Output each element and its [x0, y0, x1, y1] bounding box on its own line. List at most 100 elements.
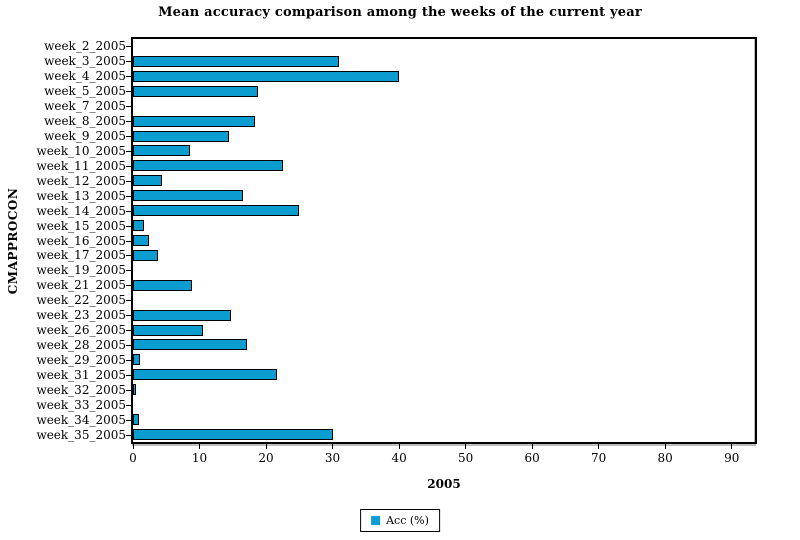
x-tick-mark — [598, 444, 600, 449]
bar — [133, 130, 229, 142]
x-tick-mark — [531, 444, 533, 449]
y-tick-mark — [126, 225, 131, 227]
y-tick-mark — [126, 210, 131, 212]
plot-area — [131, 37, 757, 444]
y-tick-label: week_14_2005 — [36, 203, 126, 218]
chart-title: Mean accuracy comparison among the weeks… — [158, 5, 642, 20]
y-tick-label: week_7_2005 — [44, 99, 126, 114]
y-tick-mark — [126, 136, 131, 138]
y-tick-label: week_9_2005 — [44, 129, 126, 144]
y-tick-mark — [126, 270, 131, 272]
y-tick-mark — [126, 121, 131, 123]
bar — [133, 429, 334, 441]
bar — [133, 160, 283, 172]
bar — [133, 324, 203, 336]
bar — [133, 384, 137, 396]
x-tick-mark — [199, 444, 201, 449]
bar — [133, 220, 145, 232]
y-tick-mark — [126, 106, 131, 108]
x-tick-mark — [664, 444, 666, 449]
x-tick-label: 50 — [457, 451, 474, 465]
y-tick-mark — [126, 434, 131, 436]
y-tick-mark — [126, 240, 131, 242]
bar — [133, 354, 141, 366]
y-tick-label: week_35_2005 — [36, 427, 126, 442]
y-tick-label: week_33_2005 — [36, 397, 126, 412]
y-tick-mark — [126, 61, 131, 63]
x-tick-label: 40 — [391, 451, 407, 465]
y-tick-mark — [126, 76, 131, 78]
bar — [133, 115, 255, 127]
x-tick-label: 80 — [657, 451, 673, 465]
x-tick-label: 90 — [724, 451, 740, 465]
y-tick-label: week_17_2005 — [36, 248, 126, 263]
x-tick-mark — [398, 444, 400, 449]
y-tick-label: week_11_2005 — [36, 158, 126, 173]
bar — [133, 205, 300, 217]
bar — [133, 249, 159, 261]
y-tick-mark — [126, 419, 131, 421]
y-tick-label: week_5_2005 — [44, 84, 126, 99]
bar — [133, 85, 259, 97]
y-tick-mark — [126, 330, 131, 332]
y-tick-mark — [126, 46, 131, 48]
y-tick-label: week_23_2005 — [36, 308, 126, 323]
y-tick-mark — [126, 300, 131, 302]
x-tick-label: 70 — [591, 451, 607, 465]
bar — [133, 235, 149, 246]
x-tick-label: 30 — [324, 451, 341, 465]
x-tick-mark — [332, 444, 334, 449]
y-tick-label: week_22_2005 — [36, 293, 126, 308]
y-tick-label: week_34_2005 — [36, 412, 126, 427]
y-tick-label: week_16_2005 — [36, 233, 126, 248]
y-tick-mark — [126, 404, 131, 406]
y-tick-label: week_21_2005 — [36, 278, 126, 293]
legend-label: Acc (%) — [386, 514, 429, 527]
y-tick-label: week_28_2005 — [36, 337, 126, 352]
y-tick-mark — [126, 285, 131, 287]
y-tick-label: week_10_2005 — [36, 143, 126, 158]
x-tick-label: 60 — [524, 451, 540, 465]
y-tick-label: week_12_2005 — [36, 173, 126, 188]
bar — [133, 309, 232, 321]
y-tick-label: week_13_2005 — [36, 188, 126, 203]
y-tick-label: week_32_2005 — [36, 382, 126, 397]
x-tick-labels: 0 10 20 30 40 50 60 70 80 90 — [129, 451, 755, 466]
x-tick-label: 20 — [258, 451, 274, 465]
y-tick-mark — [126, 344, 131, 346]
y-tick-marks — [126, 39, 131, 442]
y-tick-mark — [126, 195, 131, 197]
bar — [133, 339, 247, 351]
y-tick-label: week_29_2005 — [36, 352, 126, 367]
y-tick-label: week_19_2005 — [36, 263, 126, 278]
y-tick-label: week_2_2005 — [44, 39, 126, 54]
y-tick-label: week_8_2005 — [44, 114, 126, 129]
x-tick-mark — [465, 444, 467, 449]
bar — [133, 55, 340, 67]
x-tick-marks — [132, 444, 755, 449]
x-axis-title: 2005 — [427, 477, 461, 491]
bars-layer — [133, 39, 755, 442]
bar — [133, 279, 192, 291]
y-tick-mark — [126, 389, 131, 391]
bar — [133, 190, 243, 202]
y-tick-label: week_26_2005 — [36, 323, 126, 338]
y-tick-mark — [126, 180, 131, 182]
legend-color-swatch — [371, 516, 381, 525]
y-tick-mark — [126, 91, 131, 93]
bar — [133, 145, 191, 157]
y-tick-label: week_15_2005 — [36, 218, 126, 233]
x-tick-label: 0 — [129, 451, 137, 465]
bar — [133, 369, 277, 381]
x-tick-label: 10 — [191, 451, 208, 465]
y-tick-label: week_31_2005 — [36, 367, 126, 382]
legend: Acc (%) — [360, 509, 440, 532]
bar — [133, 414, 139, 426]
bar — [133, 70, 400, 82]
bar — [133, 175, 163, 187]
y-tick-mark — [126, 359, 131, 361]
y-tick-mark — [126, 150, 131, 152]
x-tick-mark — [265, 444, 267, 449]
y-tick-labels: week_2_2005 week_3_2005 week_4_2005 week_5_… — [0, 39, 126, 442]
